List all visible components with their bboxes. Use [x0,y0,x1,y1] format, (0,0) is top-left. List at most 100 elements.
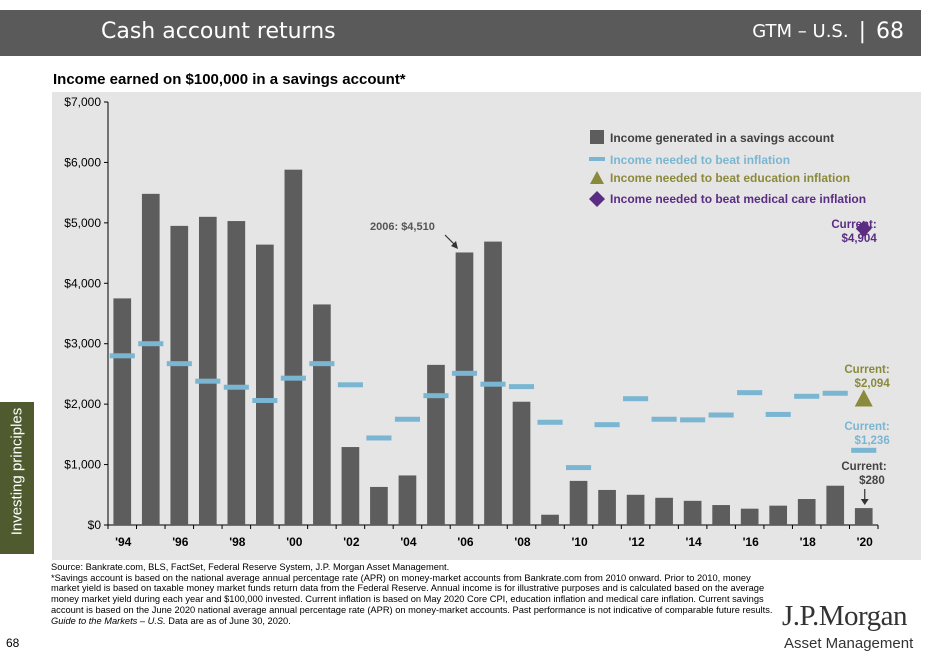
x-tick-label: '96 [172,535,189,549]
x-tick-label: '16 [743,535,760,549]
bar-savings [626,494,645,525]
bar-savings [797,499,816,525]
legend-swatch-savings [590,130,604,144]
current-savings-arrowhead [860,499,869,505]
bar-savings [854,508,873,525]
bars [113,169,873,526]
inflation-dash [651,416,677,422]
y-tick-label: $2,000 [64,397,101,411]
header-page-number: 68 [876,19,904,44]
legend-label: Income generated in a savings account [610,131,834,145]
bar-savings [598,489,616,525]
inflation-dash [737,390,763,396]
current-savings-label: Current: [841,461,886,473]
annotations: 2006: $4,510 Current: $4,904 Current: $2,094… [370,219,890,505]
x-tick-label: '94 [115,535,132,549]
bar-savings [512,401,531,525]
inflation-dash [480,381,506,387]
inflation-dash [765,411,791,417]
header-bar [0,10,921,56]
bar-savings [141,193,160,525]
inflation-dash [794,393,820,399]
bar-savings [769,505,788,525]
legend-label: Income needed to beat education inflatio… [610,171,850,185]
x-tick-label: '06 [457,535,474,549]
bar-savings [227,221,246,525]
guide-italic: Guide to the Markets – U.S. [51,615,166,626]
legend-label: Income needed to beat medical care infla… [610,192,866,206]
bar-savings [370,486,388,525]
current-education-label: Current: [844,364,889,376]
current-inflation-label: Current: [844,421,889,433]
bar-savings [541,514,559,525]
legend-swatch-inflation [589,157,605,161]
current-inflation-value: $1,236 [855,435,890,447]
current-savings-value: $280 [859,475,885,487]
x-tick-label: '10 [571,535,588,549]
source-text: Source: Bankrate.com, BLS, FactSet, Fede… [51,562,450,572]
x-tick-label: '12 [628,535,645,549]
bar-savings [455,252,474,525]
inflation-dash [366,435,392,441]
y-tick-label: $3,000 [64,337,101,351]
y-tick-label: $1,000 [64,458,101,472]
inflation-dash [138,341,164,347]
bar-savings [284,169,303,525]
bar-savings [427,364,445,525]
page-number: 68 [6,636,20,650]
peak-2006-arrowhead [451,241,458,249]
chart-title: Income earned on $100,000 in a savings a… [53,71,406,88]
inflation-dash [623,396,649,402]
bar-savings [655,497,673,525]
current-medical-value: $4,904 [842,233,878,245]
y-tick-label: $5,000 [64,216,101,230]
logo-jpmorgan: J.P.Morgan [782,600,908,632]
bar-savings [740,508,759,525]
inflation-dash [166,361,192,367]
x-tick-label: '14 [686,535,703,549]
inflation-dash [223,384,249,390]
x-tick-label: '18 [800,535,817,549]
x-tick-label: '08 [514,535,531,549]
bar-savings [198,216,217,526]
legend-label: Income needed to beat inflation [610,153,790,167]
guide-text: Guide to the Markets – U.S. Data are as … [51,616,781,627]
medical-marker [855,220,872,237]
inflation-dash [508,384,535,390]
inflation-dash [566,465,592,471]
y-tick-label: $7,000 [64,95,101,109]
inflation-dash [594,422,620,428]
inflation-dash [195,378,221,384]
bar-savings [398,475,417,525]
peak-2006-label: 2006: $4,510 [370,221,435,233]
current-education-value: $2,094 [855,378,891,390]
inflation-dash [423,393,449,399]
side-tab[interactable] [0,402,34,554]
y-tick-label: $6,000 [64,155,101,169]
inflation-dash [537,419,563,425]
section-label: GTM – U.S. [752,21,849,42]
inflation-dash [252,398,278,404]
legend-swatch-medical [589,191,605,207]
inflation-dash [451,370,478,376]
y-tick-label: $0 [88,518,102,532]
bar-savings [683,500,702,525]
bar-savings [341,447,360,525]
bar-savings [256,244,274,525]
header-separator: | [858,19,866,44]
inflation-dash [109,353,135,359]
bar-savings [313,304,331,525]
guide-rest: Data are as of June 30, 2020. [165,615,291,626]
legend: Income generated in a savings account Inc… [589,130,866,207]
inflation-dash [708,412,734,418]
page-title: Cash account returns [101,19,336,44]
bar-savings [569,480,588,525]
x-tick-label: '20 [857,535,874,549]
inflation-dashes [109,341,877,471]
bar-savings [170,225,189,525]
note-text: *Savings account is based on the nationa… [51,572,773,615]
inflation-dash [394,416,420,422]
logo-asset-management: Asset Management [784,635,914,652]
x-tick-label: '98 [229,535,246,549]
